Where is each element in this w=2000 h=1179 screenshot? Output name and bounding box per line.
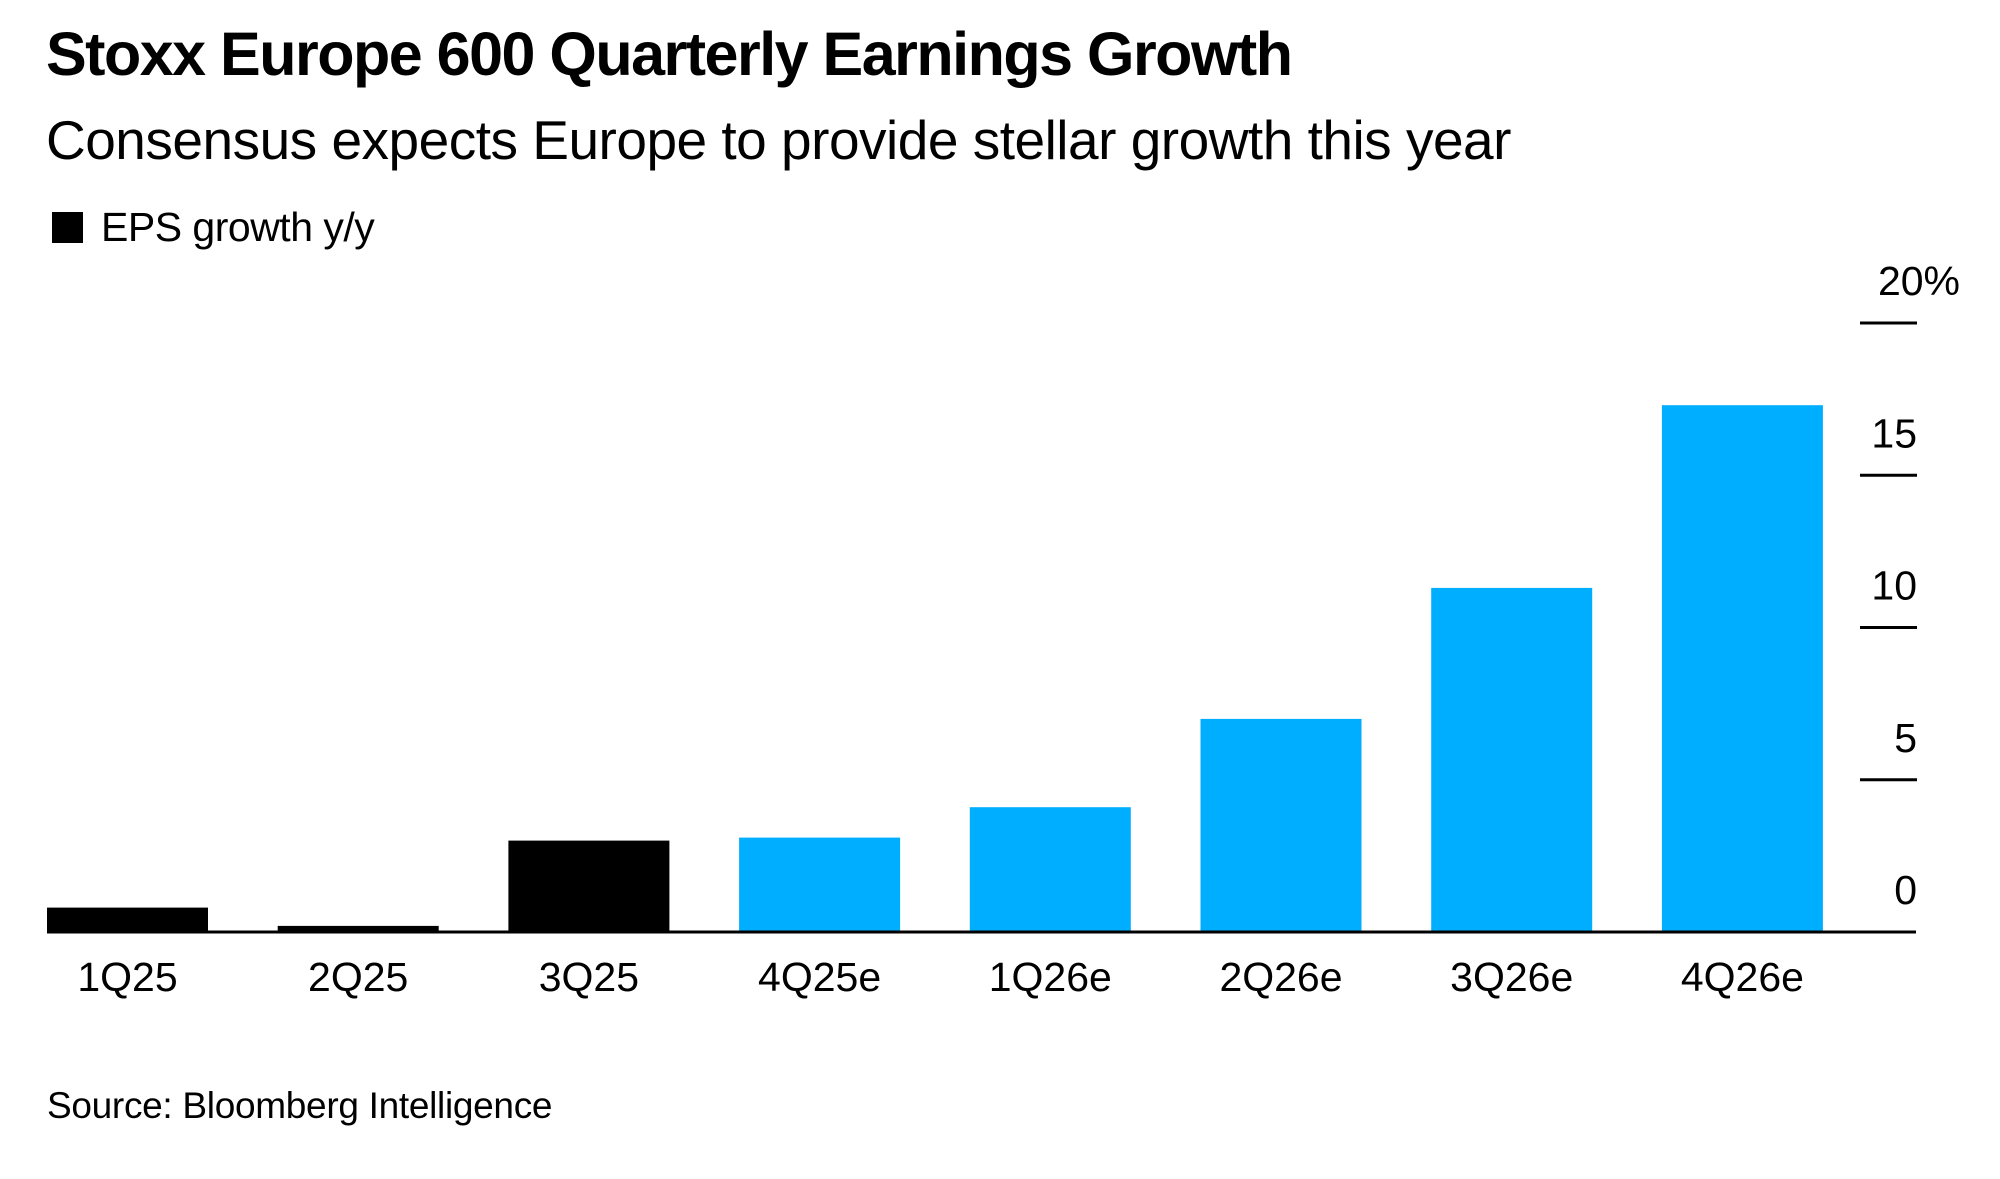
chart-subtitle: Consensus expects Europe to provide stel…	[46, 109, 1511, 171]
x-tick-label-1q26e: 1Q26e	[989, 954, 1112, 1000]
y-tick-label-20: 20%	[1878, 258, 1960, 304]
bar-2q25	[277, 925, 439, 932]
bar-2q26e	[1200, 718, 1362, 932]
bar-3q25	[508, 840, 670, 932]
source-note: Source: Bloomberg Intelligence	[47, 1085, 553, 1126]
x-tick-label-3q26e: 3Q26e	[1450, 954, 1573, 1000]
y-tick-label-5: 5	[1894, 715, 1917, 761]
y-tick-label-0: 0	[1894, 867, 1917, 913]
y-tick-label-15: 15	[1871, 410, 1917, 456]
bars-group	[47, 405, 1823, 932]
x-tick-label-4q25e: 4Q25e	[758, 954, 881, 1000]
bar-4q26e	[1661, 405, 1823, 932]
chart-title: Stoxx Europe 600 Quarterly Earnings Grow…	[46, 20, 1293, 88]
y-tick-label-10: 10	[1871, 563, 1917, 609]
bar-4q25e	[739, 837, 901, 932]
bar-1q25	[47, 907, 208, 932]
x-tick-label-2q25: 2Q25	[308, 954, 408, 1000]
y-axis: 0 5 10 15 20%	[1860, 258, 1960, 913]
x-axis-labels: 1Q25 2Q25 3Q25 4Q25e 1Q26e 2Q26e 3Q26e 4Q26e	[77, 954, 1804, 1000]
legend-swatch-eps-growth	[52, 211, 83, 243]
legend-label-eps-growth: EPS growth y/y	[101, 203, 375, 250]
x-tick-label-1q25: 1Q25	[77, 954, 177, 1000]
x-tick-label-2q26e: 2Q26e	[1219, 954, 1342, 1000]
x-tick-label-4q26e: 4Q26e	[1681, 954, 1804, 1000]
bar-3q26e	[1431, 587, 1593, 932]
x-tick-label-3q25: 3Q25	[539, 954, 639, 1000]
legend: EPS growth y/y	[52, 203, 375, 250]
bar-1q26e	[969, 807, 1131, 932]
